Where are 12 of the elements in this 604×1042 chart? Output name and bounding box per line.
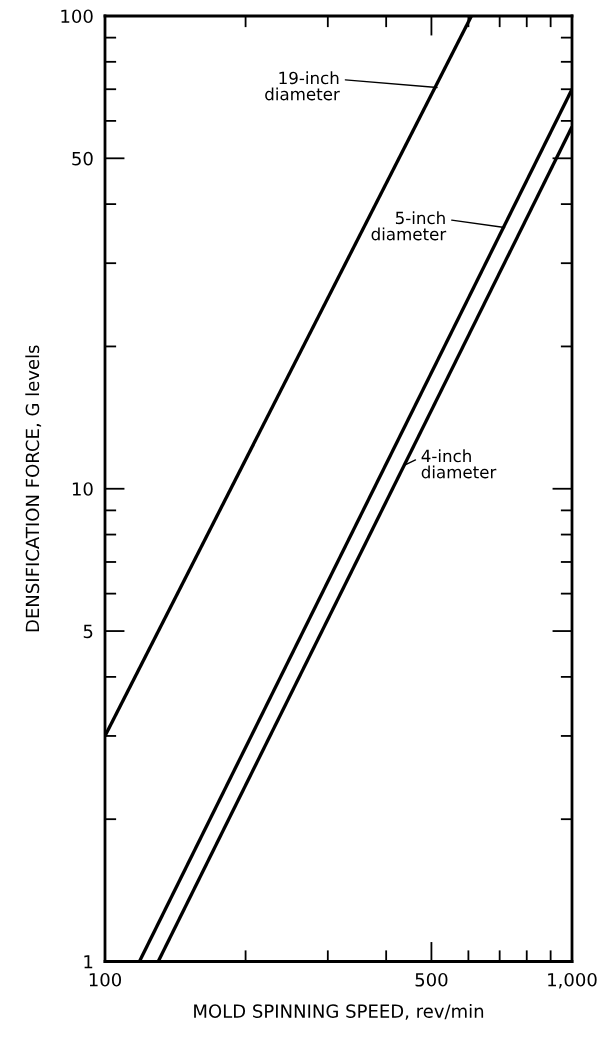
x-tick-label: 500 <box>415 972 448 987</box>
annotation: 4-inch diameter <box>421 449 497 479</box>
y-axis-title: DENSIFICATION FORCE, G levels <box>25 345 42 632</box>
y-tick-label: 1 <box>84 955 93 969</box>
x-tick-label: 1,000 <box>548 972 597 989</box>
y-tick-label: 50 <box>72 151 93 166</box>
y-tick-label: 10 <box>72 482 93 496</box>
annotation: 5-inch diameter <box>371 211 447 241</box>
y-tick-label: 100 <box>61 9 93 24</box>
annotation: 19-inch diameter <box>265 71 340 101</box>
y-tick-label: 5 <box>83 624 93 639</box>
x-axis-title: MOLD SPINNING SPEED, rev/min <box>194 1003 484 1020</box>
